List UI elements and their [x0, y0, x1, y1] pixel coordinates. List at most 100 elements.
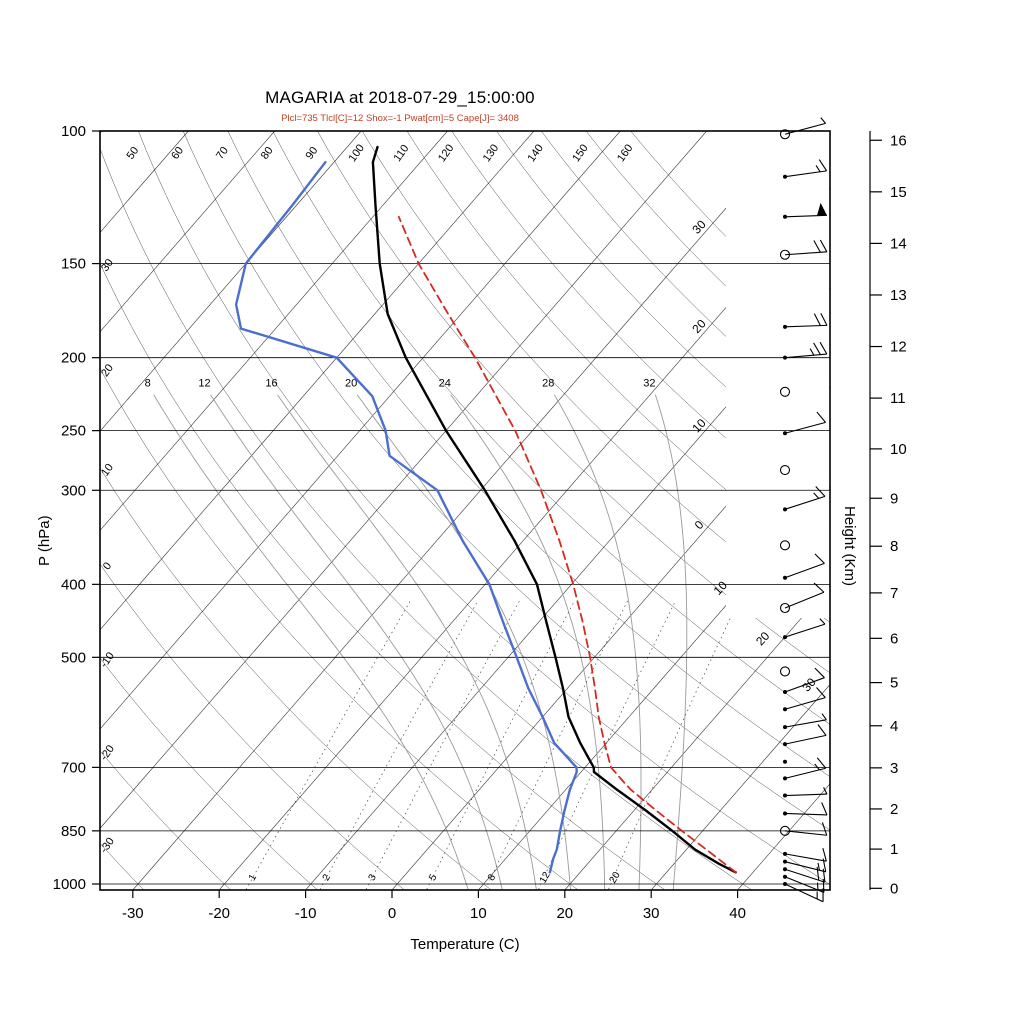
wind-barb — [779, 464, 791, 476]
svg-text:16: 16 — [890, 132, 907, 149]
wind-barb — [783, 313, 828, 329]
dewpoint-profile — [234, 161, 578, 874]
svg-text:10: 10 — [470, 905, 487, 922]
svg-text:20: 20 — [556, 905, 573, 922]
svg-text:10: 10 — [99, 462, 116, 479]
svg-text:130: 130 — [481, 142, 501, 164]
temperature-axis-label: Temperature (C) — [410, 936, 520, 953]
wind-barb — [783, 202, 827, 219]
svg-text:0: 0 — [890, 880, 898, 897]
temperature-profile — [371, 145, 737, 874]
svg-text:20: 20 — [99, 362, 116, 379]
mixing-ratio-lines — [245, 600, 740, 890]
svg-text:14: 14 — [890, 235, 907, 252]
svg-text:40: 40 — [729, 905, 746, 922]
svg-text:20: 20 — [608, 870, 623, 886]
wind-barb — [783, 866, 826, 883]
barb-column-background — [726, 132, 829, 618]
wind-barb — [783, 713, 827, 730]
wind-barb — [779, 822, 828, 836]
wind-barb — [783, 858, 827, 873]
svg-text:11: 11 — [890, 390, 906, 407]
svg-text:-20: -20 — [98, 743, 117, 763]
svg-text:200: 200 — [61, 350, 86, 367]
svg-text:0: 0 — [388, 905, 396, 922]
grid-labels: 50 60 70 80 90 100 110 120 130 140 150 1603020100-1… — [98, 142, 819, 885]
svg-text:150: 150 — [570, 142, 590, 164]
svg-text:-20: -20 — [208, 905, 230, 922]
svg-text:250: 250 — [61, 423, 86, 440]
wind-barb-column — [779, 117, 828, 903]
chart-title: MAGARIA at 2018-07-29_15:00:00 — [265, 88, 535, 107]
svg-text:110: 110 — [392, 143, 412, 164]
wind-barb — [779, 666, 791, 677]
wind-barb — [783, 687, 826, 712]
svg-text:20: 20 — [345, 378, 357, 390]
wind-barb — [783, 411, 826, 436]
svg-text:100: 100 — [347, 142, 367, 164]
svg-text:1: 1 — [247, 872, 260, 883]
svg-text:24: 24 — [439, 378, 451, 390]
svg-text:8: 8 — [486, 872, 499, 883]
svg-text:150: 150 — [61, 256, 86, 273]
wind-barb — [783, 802, 828, 816]
svg-text:32: 32 — [643, 378, 655, 390]
svg-text:8: 8 — [890, 538, 898, 555]
svg-text:10: 10 — [890, 441, 907, 458]
wind-barb — [783, 342, 828, 360]
wind-barb — [779, 239, 828, 260]
wind-barb — [783, 667, 825, 695]
svg-text:3: 3 — [367, 872, 380, 883]
wind-barb — [783, 618, 826, 640]
svg-text:4: 4 — [890, 718, 898, 735]
chart-parameters: Plcl=735 Tlcl[C]=12 Shox=-1 Pwat[cm]=5 C… — [281, 113, 519, 124]
svg-text:300: 300 — [61, 482, 86, 499]
svg-text:120: 120 — [436, 142, 456, 164]
svg-text:50: 50 — [125, 145, 142, 162]
svg-text:13: 13 — [890, 287, 907, 304]
pressure-gridlines — [100, 130, 830, 885]
pressure-axis: 100 150 200 250 300 400 500 700 850 1000 — [53, 123, 100, 893]
pressure-axis-label: P (hPa) — [36, 515, 53, 566]
svg-text:9: 9 — [890, 490, 898, 507]
svg-text:0: 0 — [101, 560, 114, 572]
svg-text:12: 12 — [538, 870, 553, 886]
svg-text:1000: 1000 — [53, 876, 86, 893]
svg-text:400: 400 — [61, 576, 86, 593]
svg-text:15: 15 — [890, 184, 907, 201]
plot-frame — [99, 130, 831, 891]
svg-text:3: 3 — [890, 760, 898, 777]
wind-barb — [779, 117, 826, 140]
svg-text:20: 20 — [753, 629, 773, 649]
svg-text:10: 10 — [689, 416, 709, 436]
svg-text:2: 2 — [890, 801, 898, 818]
svg-text:30: 30 — [99, 257, 116, 274]
svg-text:850: 850 — [61, 823, 86, 840]
wind-barb — [783, 724, 827, 747]
wind-barb — [783, 757, 827, 781]
svg-text:100: 100 — [61, 123, 86, 140]
svg-text:90: 90 — [304, 145, 321, 162]
temperature-axis: -30 -20 -10 0 10 20 30 40 — [122, 890, 746, 922]
svg-text:6: 6 — [890, 630, 898, 647]
svg-text:160: 160 — [615, 142, 635, 164]
svg-text:8: 8 — [145, 378, 151, 390]
wind-barb — [779, 386, 791, 397]
svg-text:700: 700 — [61, 759, 86, 776]
svg-text:16: 16 — [265, 378, 277, 390]
parcel-profile — [397, 215, 737, 874]
svg-text:60: 60 — [169, 145, 186, 162]
height-axis-label: Height (Km) — [841, 506, 858, 587]
svg-text:5: 5 — [890, 675, 898, 692]
wind-barb — [783, 759, 787, 764]
svg-text:20: 20 — [689, 316, 709, 336]
svg-text:2: 2 — [321, 872, 334, 883]
svg-text:70: 70 — [214, 145, 231, 162]
svg-text:-10: -10 — [98, 650, 117, 670]
moist-adiabats — [153, 394, 688, 890]
svg-text:30: 30 — [643, 905, 660, 922]
wind-barb — [783, 787, 828, 798]
svg-text:140: 140 — [526, 142, 546, 164]
